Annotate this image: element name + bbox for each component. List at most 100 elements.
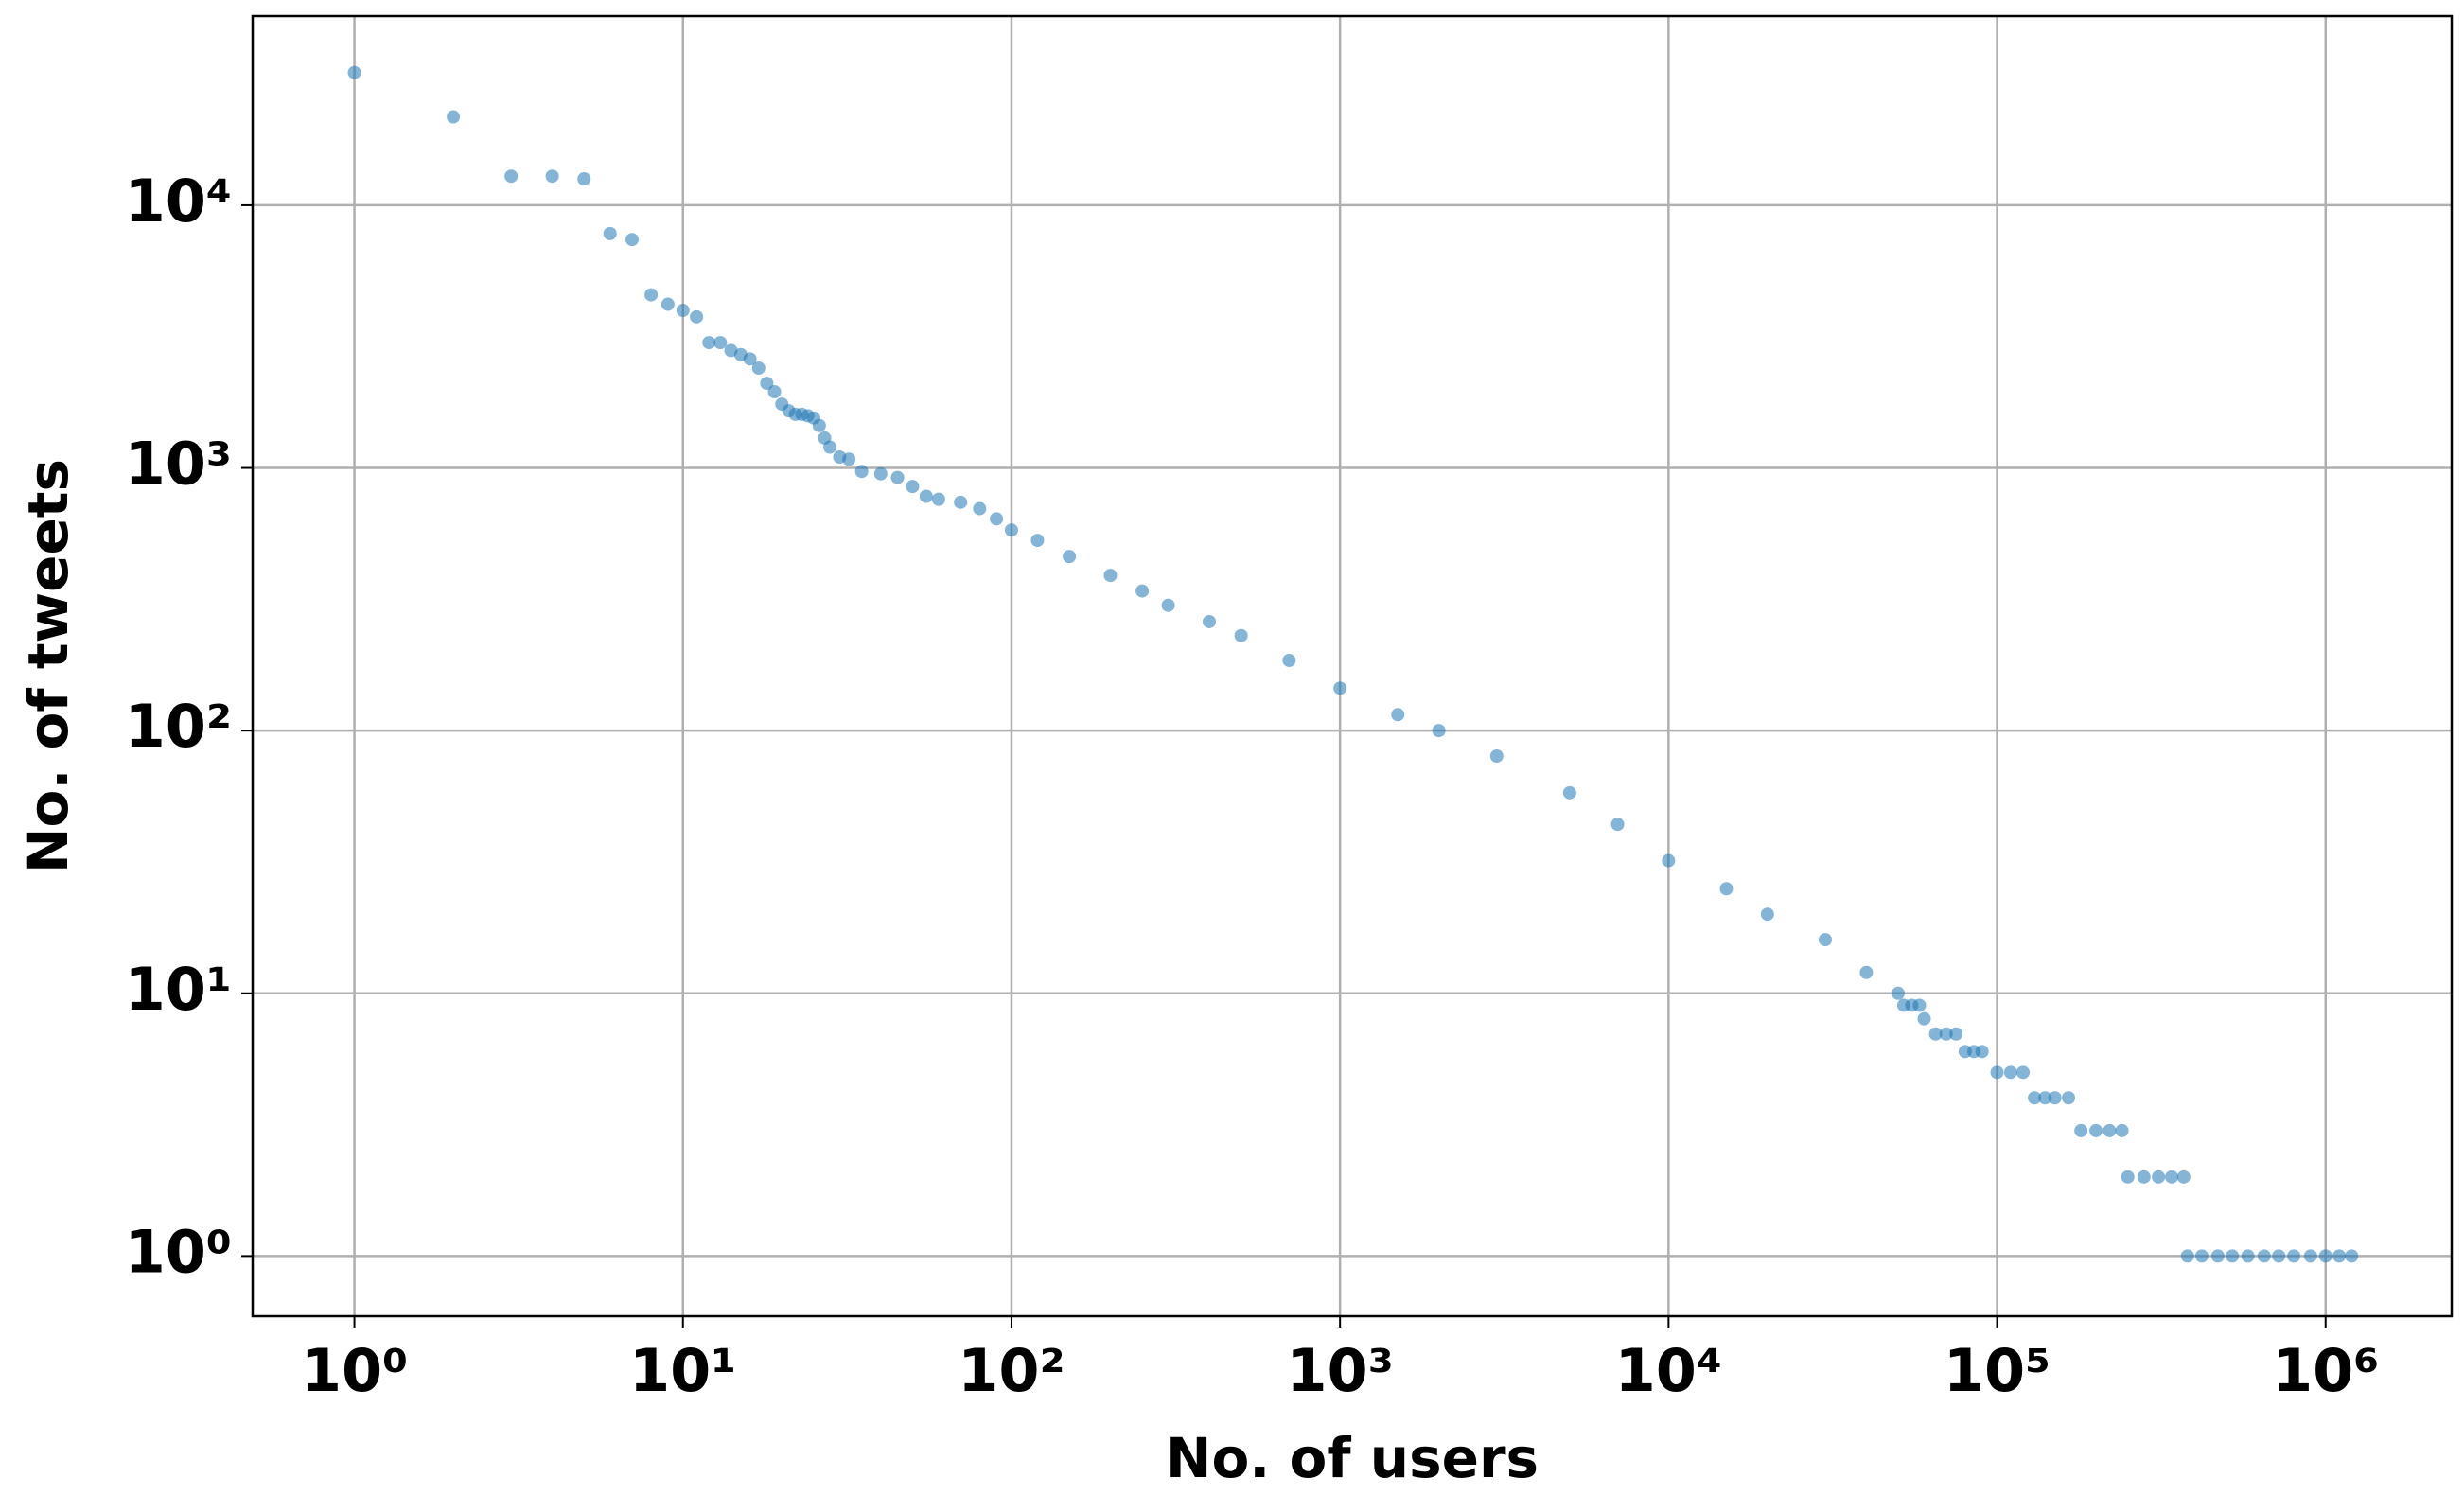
point [676,304,690,318]
point [1063,550,1077,564]
point [1917,1011,1931,1026]
point [954,495,968,509]
point [2038,1091,2052,1105]
point [1489,749,1504,764]
point [931,492,945,506]
point [1432,724,1446,738]
point [690,309,704,324]
point [2287,1249,2301,1263]
point [644,288,659,302]
point [2332,1249,2347,1263]
x-tick-label: 10² [958,1336,1065,1405]
point [2241,1249,2255,1263]
point [1662,853,1676,868]
point [1892,986,1906,1000]
point [2210,1249,2225,1263]
point [1719,882,1734,896]
point [1928,1027,1943,1041]
point [2226,1249,2240,1263]
point [1859,965,1874,979]
point [1760,907,1774,922]
point [2194,1249,2209,1263]
point [906,480,920,494]
point [2272,1249,2286,1263]
point [2152,1170,2166,1184]
point [1234,628,1248,642]
point [1135,584,1150,598]
point [1391,708,1405,722]
x-tick-label: 10¹ [629,1336,736,1405]
point [890,470,905,484]
point [1161,598,1175,612]
point [625,233,639,247]
point [2016,1065,2031,1080]
x-tick-label: 10⁴ [1615,1336,1722,1405]
point [2003,1065,2017,1080]
point [973,501,987,516]
point [873,466,888,481]
point [2074,1123,2088,1137]
y-tick-label: 10¹ [125,955,232,1024]
point [1562,785,1576,800]
y-tick-label: 10⁰ [125,1217,232,1286]
point [2028,1091,2042,1105]
point [545,169,559,184]
point [504,169,519,184]
point [2137,1170,2151,1184]
point [2303,1249,2317,1263]
point [812,418,826,432]
point [2121,1170,2135,1184]
point [1819,933,1833,947]
point [2048,1091,2062,1105]
point [823,440,837,454]
point [1949,1027,1963,1041]
point [760,377,774,391]
point [751,361,766,375]
point [1610,818,1625,832]
point [2180,1249,2194,1263]
point [854,465,869,479]
point [2089,1123,2103,1137]
point [713,336,728,350]
point [660,297,675,311]
point [1975,1045,1989,1059]
point [1282,653,1296,667]
point [1939,1027,1953,1041]
point [919,489,933,503]
point [2176,1170,2191,1184]
plot-frame [251,14,2454,1318]
point [2165,1170,2179,1184]
point [743,352,757,366]
point [1103,569,1118,583]
point [1202,614,1216,628]
point [2115,1123,2129,1137]
y-tick-label: 10² [125,692,232,761]
point [1333,681,1347,695]
x-tick-label: 10⁵ [1944,1336,2050,1405]
x-tick-label: 10⁶ [2272,1336,2379,1405]
point [842,452,856,466]
point [2345,1249,2359,1263]
point [1912,998,1927,1012]
point [1990,1065,2004,1080]
point [767,385,782,399]
point [577,172,591,186]
point [1030,534,1045,548]
y-tick-label: 10⁴ [125,167,232,236]
x-tick-label: 10⁰ [301,1336,408,1405]
x-tick-label: 10³ [1286,1336,1393,1405]
point [603,226,617,240]
point [990,512,1004,526]
x-axis-label: No. of users [1166,1426,1539,1490]
point [2062,1091,2076,1105]
point [2103,1123,2117,1137]
y-tick-label: 10³ [125,430,232,499]
point [447,110,461,124]
point [702,336,716,350]
point [1004,523,1018,537]
point [2257,1249,2271,1263]
point [347,65,361,79]
y-axis-label: No. of tweets [16,459,80,873]
point [2318,1249,2332,1263]
